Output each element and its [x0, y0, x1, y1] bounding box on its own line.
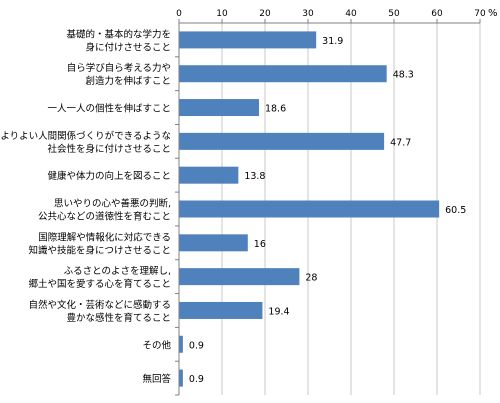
labels: 0 10 20 30 40 50 60 70 % 31.9 基礎的・基本的な学力を身に付けさせること… [0, 8, 497, 385]
bars [179, 31, 440, 387]
bar [179, 268, 300, 286]
category-label: 自ら学び自ら考える力や創造力を伸ばすこと [67, 62, 171, 87]
category-label: 基礎的・基本的な学力を身に付けさせること [66, 28, 171, 53]
bar [179, 369, 183, 387]
x-tick-label: 70 [474, 9, 486, 19]
x-unit-label: % [488, 8, 498, 19]
category-label: 思いやりの心や善悪の判断,公共心などの道徳性を育むこと [38, 198, 171, 223]
data-label: 0.9 [189, 340, 204, 351]
data-label: 48.3 [393, 70, 414, 81]
bar [179, 234, 248, 252]
bar [179, 132, 385, 150]
axes [175, 19, 481, 396]
data-label: 0.9 [189, 374, 204, 385]
bar [179, 99, 259, 117]
category-label: 健康や体力の向上を図ること [47, 170, 171, 182]
data-label: 13.8 [244, 171, 265, 182]
x-tick-label: 60 [431, 9, 443, 19]
data-label: 16 [254, 239, 266, 250]
category-label: 国際理解や情報化に対応できる知識や技能を身につけさせること [28, 231, 171, 256]
category-label: 一人一人の個性を伸ばすこと [47, 103, 171, 115]
data-label: 60.5 [445, 205, 466, 216]
category-label: 自然や文化・芸術などに感動する豊かな感性を育てること [28, 299, 171, 324]
bar [179, 301, 263, 319]
data-label: 18.6 [265, 104, 286, 115]
bar [179, 166, 239, 184]
category-label: よりよい人間関係づくりができるような社会性を身に付けさせること [0, 130, 171, 155]
category-label: 無回答 [142, 373, 171, 385]
bar [179, 335, 183, 353]
data-label: 19.4 [268, 306, 289, 317]
category-label: その他 [142, 339, 171, 351]
bar [179, 31, 317, 49]
x-tick-label: 0 [176, 9, 182, 19]
x-tick-label: 10 [216, 9, 228, 19]
x-tick-label: 40 [345, 9, 357, 19]
x-tick-label: 30 [302, 9, 314, 19]
bar [179, 65, 387, 83]
category-label: ふるさとのよさを理解し,郷土や国を愛する心を育てること [28, 265, 171, 290]
x-tick-label: 20 [259, 9, 271, 19]
data-label: 28 [305, 273, 317, 284]
data-label: 31.9 [322, 36, 343, 47]
data-label: 47.7 [390, 137, 411, 148]
x-tick-label: 50 [388, 9, 400, 19]
bar [179, 200, 440, 218]
